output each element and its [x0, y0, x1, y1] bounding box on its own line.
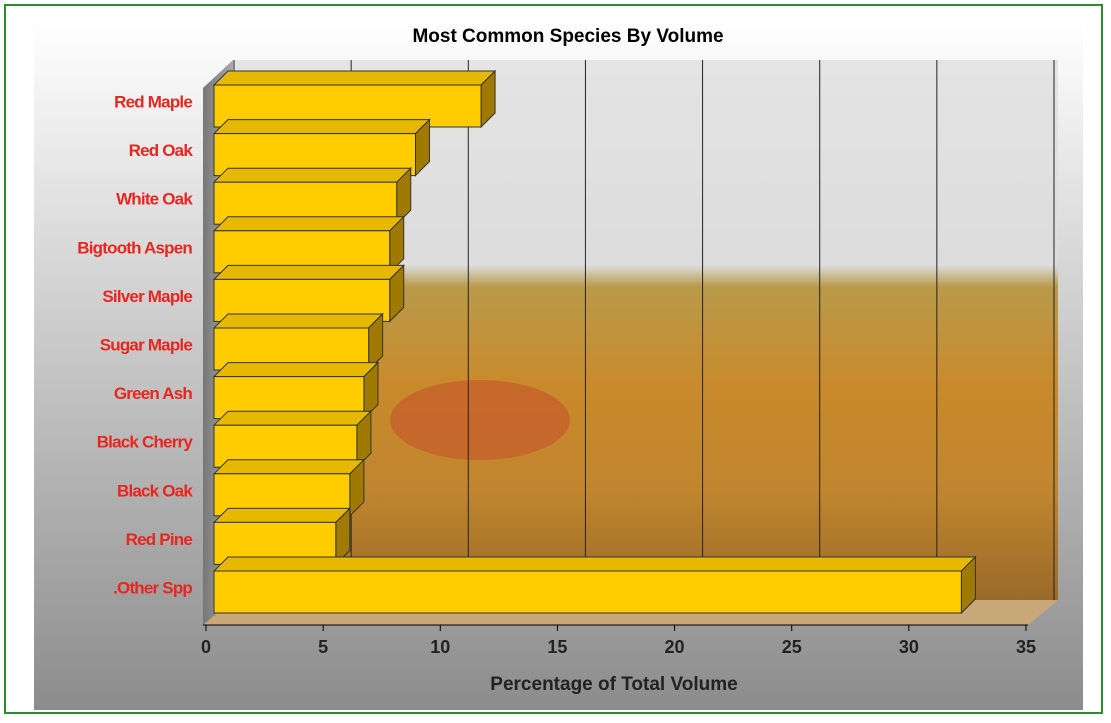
x-tick-label: 15 — [547, 637, 567, 657]
y-tick-label: Sugar Maple — [100, 335, 193, 354]
y-tick-label: White Oak — [116, 190, 193, 209]
bar-top — [214, 217, 404, 231]
photo-detail — [390, 380, 570, 460]
y-tick-label: Bigtooth Aspen — [77, 238, 192, 257]
bar — [214, 571, 961, 613]
bar-top — [214, 460, 364, 474]
x-tick-label: 30 — [899, 637, 919, 657]
y-tick-label: Silver Maple — [102, 287, 192, 306]
bar-top — [214, 314, 383, 328]
x-tick-label: 35 — [1016, 637, 1036, 657]
bar-top — [214, 363, 378, 377]
x-axis-label: Percentage of Total Volume — [490, 674, 737, 695]
chart: Most Common Species By Volume Percentage… — [0, 0, 1111, 718]
y-tick-label: Black Oak — [117, 481, 193, 500]
bar-top — [214, 265, 404, 279]
y-tick-label: Black Cherry — [97, 433, 194, 452]
bar-top — [214, 411, 371, 425]
x-tick-label: 10 — [430, 637, 450, 657]
x-tick-label: 0 — [201, 637, 211, 657]
bar-top — [214, 120, 429, 134]
x-tick-label: 5 — [318, 637, 328, 657]
bar-top — [214, 71, 495, 85]
chart-title: Most Common Species By Volume — [412, 26, 723, 47]
y-tick-label: Red Pine — [126, 530, 193, 549]
y-tick-label: .Other Spp — [113, 578, 192, 597]
y-tick-label: Red Maple — [114, 92, 192, 111]
bar-top — [214, 168, 411, 182]
bar-top — [214, 508, 350, 522]
x-tick-label: 25 — [782, 637, 802, 657]
y-tick-label: Red Oak — [129, 141, 194, 160]
bar-top — [214, 557, 975, 571]
x-tick-label: 20 — [665, 637, 685, 657]
y-tick-label: Green Ash — [114, 384, 193, 403]
